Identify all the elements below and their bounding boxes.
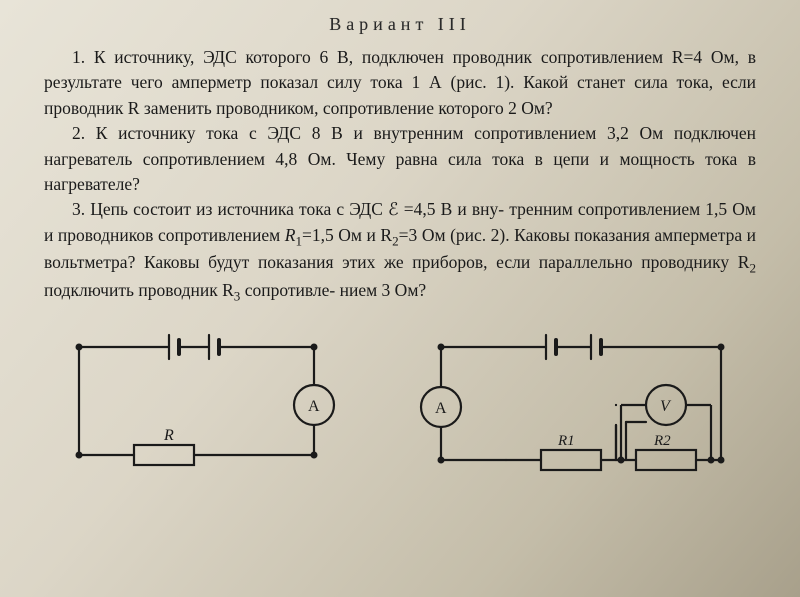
text-fragment: =1,5 Ом и R xyxy=(302,225,392,245)
label-R2: R2 xyxy=(653,433,671,449)
text-fragment: 3. Цепь состоит из источника тока с ЭДС … xyxy=(72,199,504,219)
text-fragment: чнику, ЭДС которого 6 В, подключен прово… xyxy=(147,47,532,67)
circuit-figure-2: А V R1 R2 xyxy=(416,327,746,487)
subscript: 2 xyxy=(749,261,756,276)
text-fragment: 1. К ист xyxy=(72,47,139,67)
text-fragment: =3 Ом (рис. 2). Каковы показания амперме… xyxy=(399,225,742,245)
text-fragment: сопротивле- xyxy=(240,280,335,300)
circuit-figure-1: R А xyxy=(54,327,344,482)
label-V: V xyxy=(660,398,672,415)
label-A2: А xyxy=(435,400,447,417)
problem-1: 1. К источнику, ЭДС которого 6 В, подклю… xyxy=(44,45,756,121)
text-fragment: R xyxy=(285,225,296,245)
label-A: А xyxy=(308,398,320,415)
page-content: Вариант III 1. К источнику, ЭДС которого… xyxy=(0,0,800,487)
text-fragment: 2. К источнику тока с ЭДС 8 В и внутренн… xyxy=(72,123,596,143)
label-R1: R1 xyxy=(557,433,575,449)
text-fragment: подключить проводник R xyxy=(44,280,234,300)
problem-text-block: 1. К источнику, ЭДС которого 6 В, подклю… xyxy=(44,45,756,305)
text-fragment: нием 3 Ом? xyxy=(340,280,427,300)
text-fragment: R заменить проводником, сопротивление ко… xyxy=(128,98,553,118)
variant-title: Вариант III xyxy=(44,14,756,35)
text-fragment: о xyxy=(139,47,147,67)
circuit-diagrams-row: R А xyxy=(44,327,756,487)
label-R: R xyxy=(163,427,174,444)
problem-2: 2. К источнику тока с ЭДС 8 В и внутренн… xyxy=(44,121,756,197)
text-fragment: параллельно проводнику R xyxy=(539,252,750,272)
problem-3: 3. Цепь состоит из источника тока с ЭДС … xyxy=(44,197,756,305)
